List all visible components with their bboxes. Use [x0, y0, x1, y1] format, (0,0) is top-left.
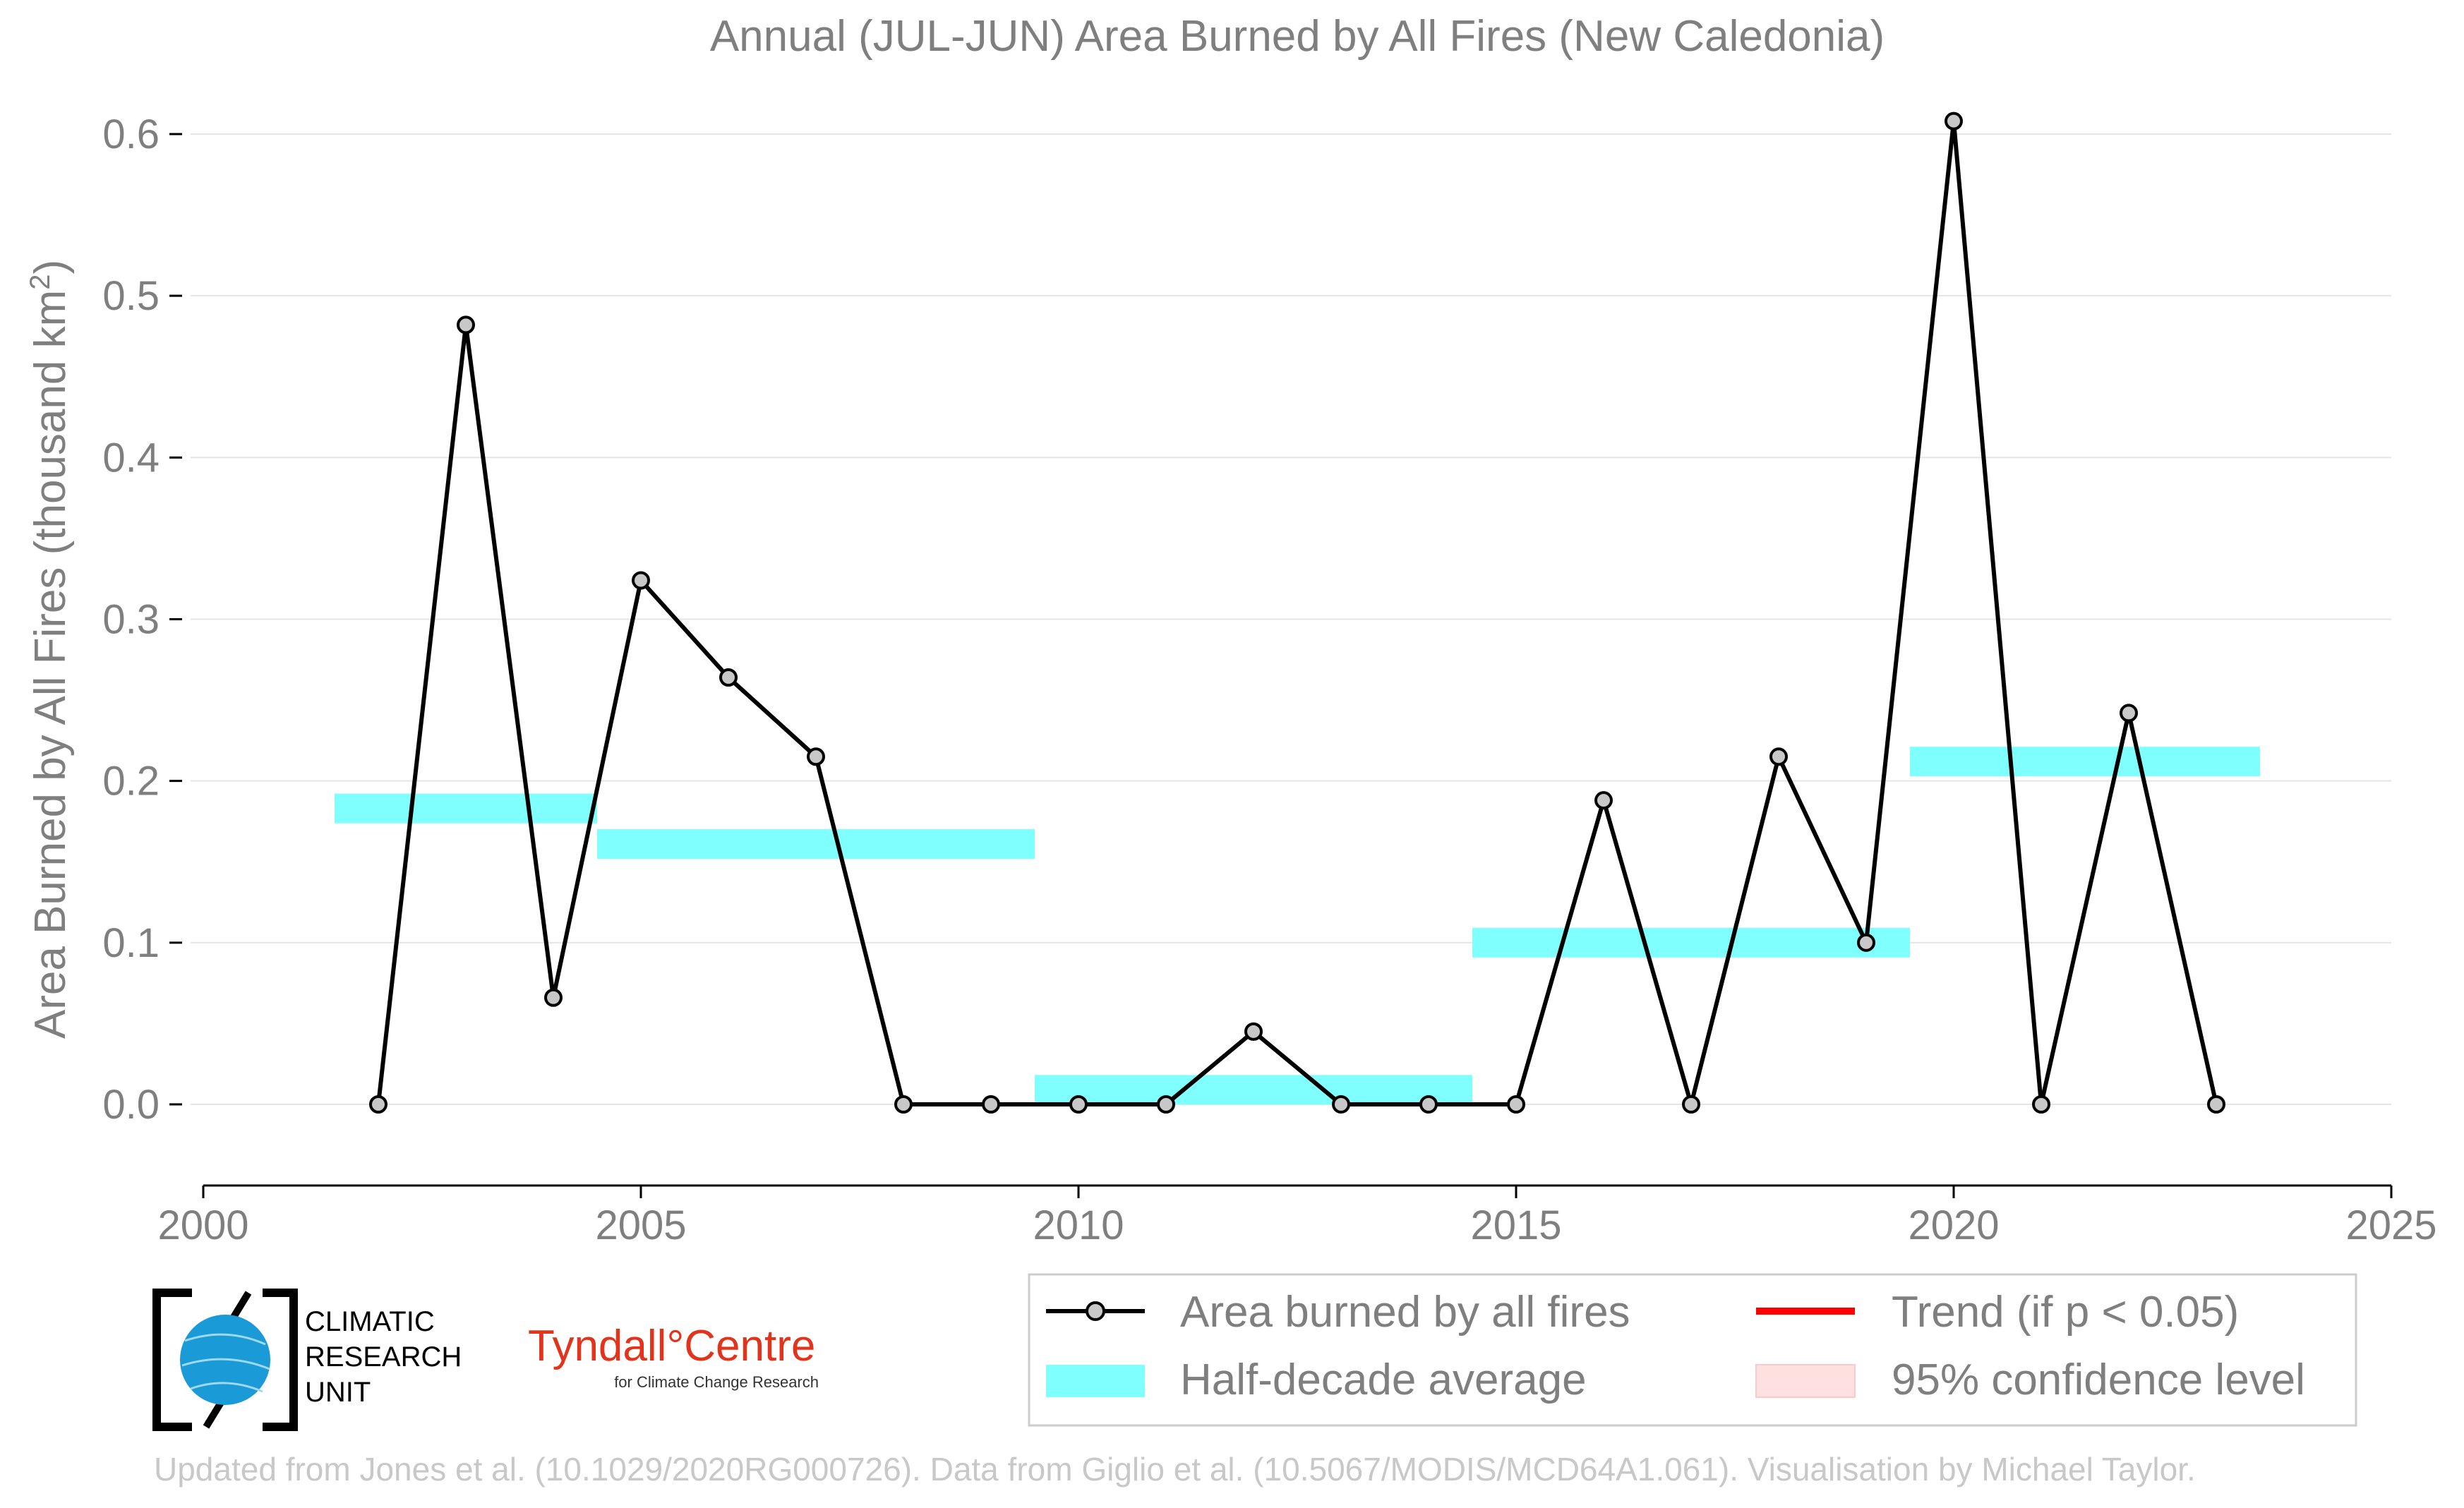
legend-label-confidence: 95% confidence level	[1892, 1356, 2305, 1404]
tyndall-subtitle: for Climate Change Research	[614, 1373, 819, 1391]
legend-item-area-burned: Area burned by all fires	[1046, 1288, 1630, 1337]
globe-icon-lines	[181, 1333, 270, 1393]
series-line-layer	[376, 119, 2218, 1106]
legend-item-half-decade: Half-decade average	[1046, 1356, 1587, 1404]
tyndall-name: Tyndall°Centre	[528, 1322, 815, 1370]
y-tick-label-6: 0.6	[102, 111, 160, 157]
x-tick-label-4: 2020	[1908, 1202, 1999, 1248]
data-point-2023	[2207, 1095, 2225, 1114]
half-decade-bar-2	[1035, 1075, 1472, 1105]
data-point-2021	[2032, 1095, 2050, 1114]
data-point-2016	[1594, 791, 1613, 810]
legend-label-half-decade: Half-decade average	[1180, 1356, 1587, 1404]
y-tick-label-4: 0.4	[102, 435, 160, 481]
data-point-2018	[1769, 747, 1788, 766]
y-axis-label-main: Area Burned by All Fires (thousand km	[26, 290, 75, 1039]
data-point-2007	[807, 747, 825, 766]
x-tick-label-3: 2015	[1470, 1202, 1561, 1248]
half-decade-bars	[335, 747, 2260, 1105]
y-tick-label-2: 0.2	[102, 759, 160, 804]
chart-title: Annual (JUL-JUN) Area Burned by All Fire…	[710, 12, 1885, 61]
legend-label-area-burned: Area burned by all fires	[1180, 1288, 1630, 1337]
legend-frame	[1028, 1273, 2357, 1427]
legend-marker-swatch	[1086, 1301, 1105, 1321]
data-point-2011	[1157, 1095, 1175, 1114]
half-decade-bar-4	[1910, 747, 2260, 777]
half-decade-bar-3	[1472, 927, 1910, 958]
cru-logo-frame	[152, 1289, 298, 1431]
x-tick-label-5: 2025	[2345, 1202, 2436, 1248]
cru-text-line-3: UNIT	[305, 1377, 371, 1408]
data-point-2022	[2120, 704, 2138, 723]
cru-text-line-2: RESEARCH	[305, 1341, 462, 1373]
x-tick-label-0: 2000	[157, 1202, 248, 1248]
data-point-2003	[457, 315, 475, 334]
data-point-2004	[544, 988, 563, 1007]
series-line	[376, 119, 2218, 1106]
cru-logo-slash-bottom	[203, 1399, 225, 1429]
y-axis-label: Area Burned by All Fires (thousand km2)	[25, 260, 75, 1039]
data-point-2002	[369, 1095, 387, 1114]
x-tick-label-1: 2005	[595, 1202, 686, 1248]
y-tick-label-5: 0.5	[102, 273, 160, 319]
data-point-2010	[1069, 1095, 1088, 1114]
x-ticks: 2000 2005 2010 2015 2020 2025	[157, 1186, 2437, 1248]
data-point-2015	[1507, 1095, 1525, 1114]
data-point-2017	[1682, 1095, 1700, 1114]
data-point-2006	[719, 668, 738, 687]
legend-item-confidence: 95% confidence level	[1755, 1356, 2305, 1404]
cru-text-line-1: CLIMATIC	[305, 1306, 435, 1337]
half-decade-bar-0	[335, 793, 597, 824]
x-tick-label-2: 2010	[1033, 1202, 1124, 1248]
legend-half-decade-swatch	[1046, 1365, 1145, 1397]
data-point-2005	[632, 571, 650, 590]
y-tick-label-3: 0.3	[102, 597, 160, 643]
half-decade-bar-1	[597, 829, 1035, 859]
legend-item-trend: Trend (if p < 0.05)	[1756, 1288, 2239, 1337]
y-tick-label-0: 0.0	[102, 1082, 160, 1128]
data-point-2013	[1332, 1095, 1350, 1114]
cru-logo: CLIMATIC RESEARCH UNIT	[152, 1289, 462, 1431]
data-point-2009	[982, 1095, 1000, 1114]
y-tick-label-1: 0.1	[102, 920, 160, 966]
data-point-2014	[1419, 1095, 1438, 1114]
legend-confidence-swatch	[1755, 1364, 1856, 1398]
data-point-2020	[1945, 111, 1963, 131]
data-point-2012	[1244, 1022, 1263, 1041]
data-point-2008	[894, 1095, 913, 1114]
y-axis-label-sup: 2	[25, 275, 56, 290]
legend-label-trend: Trend (if p < 0.05)	[1892, 1288, 2239, 1337]
grid-lines	[191, 133, 2391, 1105]
footer-credit: Updated from Jones et al. (10.1029/2020R…	[154, 1451, 2196, 1488]
data-point-2019	[1857, 933, 1875, 952]
y-axis-label-end: )	[26, 260, 75, 275]
series-points	[369, 111, 2225, 1114]
legend: Area burned by all fires Trend (if p < 0…	[1028, 1273, 2357, 1427]
y-ticks: 0.0 0.1 0.2 0.3 0.4 0.5 0.6	[102, 111, 182, 1128]
tyndall-logo: Tyndall°Centre for Climate Change Resear…	[528, 1322, 819, 1391]
cru-logo-slash-top	[229, 1291, 252, 1320]
